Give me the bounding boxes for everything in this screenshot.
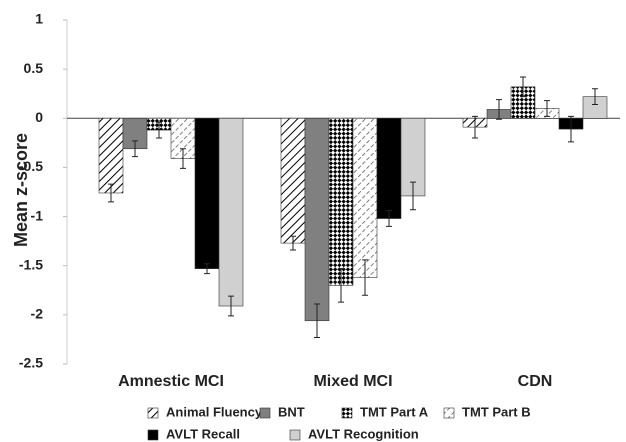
error-bar — [204, 263, 210, 275]
error-bar — [520, 76, 526, 98]
error-bar — [496, 99, 502, 120]
error-bar — [228, 295, 234, 317]
legend-swatch — [289, 429, 301, 441]
error-bar — [410, 181, 416, 211]
y-tick-label: -1 — [31, 207, 44, 223]
bar — [352, 117, 378, 278]
error-bar — [290, 235, 296, 251]
error-bar — [338, 268, 344, 303]
bar — [194, 117, 220, 269]
y-tick-label: -1.5 — [19, 256, 43, 272]
x-tick-label: CDN — [518, 373, 553, 390]
legend-label: TMT Part B — [462, 404, 531, 419]
legend-swatch — [259, 407, 271, 419]
error-bar — [592, 88, 598, 106]
error-bar — [108, 183, 114, 203]
legend-swatch — [147, 407, 159, 419]
legend-label: AVLT Recognition — [308, 426, 419, 441]
y-axis-label: Mean z-score — [11, 133, 31, 247]
legend-label: AVLT Recall — [166, 426, 240, 441]
bar — [218, 117, 244, 307]
bar — [376, 117, 402, 219]
error-bar — [472, 115, 478, 139]
legend-swatch — [341, 407, 353, 419]
error-bar — [180, 148, 186, 169]
error-bar — [386, 210, 392, 227]
legend-swatch — [443, 407, 455, 419]
bar — [304, 117, 330, 322]
x-tick-label: Mixed MCI — [313, 373, 392, 390]
error-bar — [314, 303, 320, 338]
y-tick-label: -2 — [31, 306, 44, 322]
legend-label: Animal Fluency — [166, 404, 263, 419]
bar — [280, 117, 306, 244]
legend-label: BNT — [278, 404, 305, 419]
error-bar — [568, 115, 574, 143]
x-tick-label: Amnestic MCI — [118, 373, 224, 390]
bar — [328, 117, 354, 286]
y-tick-label: 1 — [35, 11, 43, 27]
error-bar — [362, 259, 368, 296]
y-tick-label: 0.5 — [24, 60, 44, 76]
error-bar — [544, 100, 550, 117]
y-tick-label: -2.5 — [19, 355, 43, 371]
legend-label: TMT Part A — [360, 404, 429, 419]
error-bar — [156, 121, 162, 139]
error-bar — [132, 140, 138, 158]
bar — [98, 117, 124, 194]
y-tick-label: -0.5 — [19, 158, 43, 174]
y-tick-label: 0 — [35, 109, 43, 125]
legend-swatch — [147, 429, 159, 441]
